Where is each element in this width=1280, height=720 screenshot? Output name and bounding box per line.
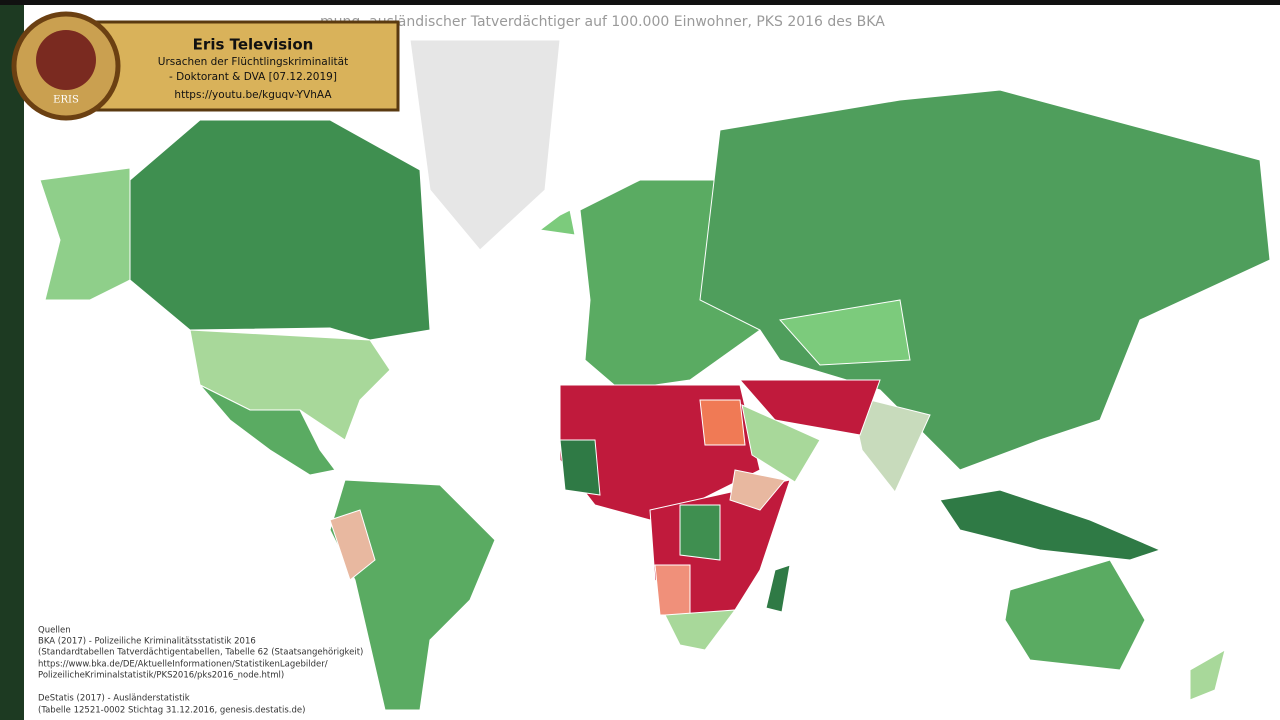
source-line: PolizeilicheKriminalstatistik/PKS2016/pk… [38,671,284,681]
source-line: https://www.bka.de/DE/AktuelleInformatio… [38,660,328,670]
peru [329,509,376,581]
madagascar [765,564,791,613]
map-title: mung, ausländischer Tatverdächtiger auf … [320,14,885,30]
congo [679,504,721,561]
left-strip [0,0,24,720]
source-line: DeStatis (2017) - Ausländerstatistik [38,694,190,704]
top-strip [0,0,1280,5]
canada [129,119,431,341]
overlay-title: Eris Television [193,36,314,54]
ethiopia [729,469,786,511]
middle-east [738,379,881,436]
channel-overlay: ERIS Eris Television Ursachen der Flücht… [11,11,400,121]
source-block: Quellen BKA (2017) - Polizeiliche Krimin… [38,626,363,716]
source-line: (Tabelle 12521-0002 Stichtag 31.12.2016,… [38,706,305,716]
angola [654,564,691,616]
sources-heading: Quellen [38,626,71,636]
logo-text: ERIS [53,95,79,106]
map [39,39,1271,711]
egypt [699,399,746,446]
source-line: (Standardtabellen Tatverdächtigentabelle… [38,648,363,658]
mauritania [559,439,601,496]
overlay-box [88,20,400,112]
overlay-line: Ursachen der Flüchtlingskriminalität [158,56,348,68]
overlay-link: https://youtu.be/kguqv-YVhAA [174,89,332,101]
overlay-line: - Doktorant & DVA [07.12.2019] [169,71,337,83]
central-asia [779,299,911,366]
iceland [538,209,576,236]
source-line: BKA (2017) - Polizeiliche Kriminalitätss… [38,637,256,647]
logo-figure [36,30,96,90]
australia [1004,559,1146,671]
indonesia [939,489,1162,561]
asia [699,89,1271,471]
arabia [741,404,821,483]
mexico [199,384,336,476]
alaska [39,167,131,301]
new-zealand [1189,648,1226,701]
greenland [409,39,561,251]
south-africa [664,609,737,651]
